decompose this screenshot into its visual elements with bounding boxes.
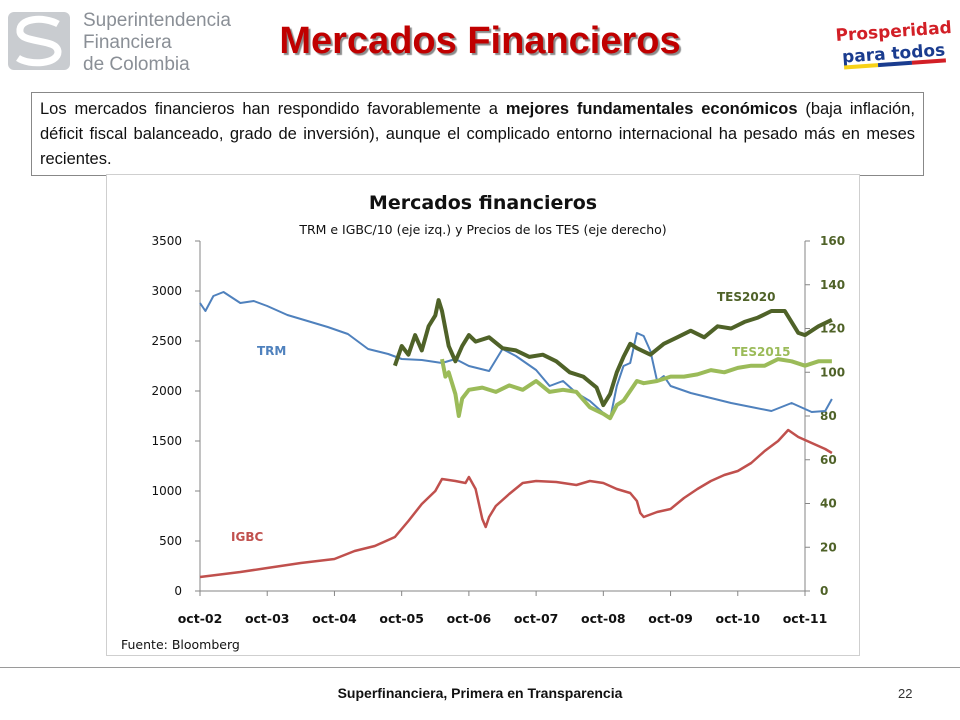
- series-line-trm: [199, 291, 833, 420]
- series-label-igbc: IGBC: [231, 530, 263, 544]
- x-tick-label: oct-11: [783, 611, 828, 626]
- x-tick-label: oct-06: [447, 611, 492, 626]
- series-label-trm: TRM: [257, 344, 286, 358]
- chart-title: Mercados financieros: [369, 192, 597, 214]
- left-tick-label: 2000: [151, 384, 182, 398]
- footer-divider: [0, 667, 960, 668]
- left-tick-label: 1500: [151, 434, 182, 448]
- intro-text-part2: (baja inflación, déficit fiscal balancea…: [40, 100, 915, 168]
- intro-text-part1: Los mercados financieros han respondido …: [40, 100, 506, 118]
- right-tick-label: 140: [820, 278, 845, 292]
- right-tick-label: 60: [820, 453, 837, 467]
- slide-title: Mercados Financieros: [279, 20, 681, 62]
- left-tick-label: 3500: [151, 234, 182, 248]
- x-tick-label: oct-07: [514, 611, 559, 626]
- intro-text-bold: mejores fundamentales económicos: [505, 100, 798, 118]
- left-tick-label: 3000: [151, 284, 182, 298]
- org-line-2: Financiera: [83, 32, 172, 53]
- chart-axes: 0 500 1000 1500 2000 2500 3000 3500 0 20 40 60 80 100…: [151, 234, 845, 626]
- superintendencia-emblem-icon: [8, 12, 70, 70]
- series-line-tes2020: [393, 298, 833, 408]
- chart-series-labels: TRM IGBC TES2020 TES2015: [231, 290, 790, 544]
- series-label-tes2015: TES2015: [732, 345, 790, 359]
- page-number: 22: [898, 686, 913, 701]
- series-line-tes2015: [440, 357, 832, 421]
- right-tick-label: 40: [820, 497, 837, 511]
- superintendencia-logo: Superintendencia Financiera de Colombia: [8, 8, 231, 75]
- right-tick-label: 100: [820, 365, 845, 379]
- right-tick-label: 120: [820, 322, 845, 336]
- right-tick-label: 0: [820, 584, 828, 598]
- footer-text: Superfinanciera, Primera en Transparenci…: [337, 685, 623, 701]
- series-label-tes2020: TES2020: [717, 290, 775, 304]
- org-line-3: de Colombia: [83, 54, 190, 75]
- right-tick-label: 80: [820, 409, 837, 423]
- x-tick-label: oct-02: [178, 611, 223, 626]
- x-tick-label: oct-08: [581, 611, 626, 626]
- markets-chart: Mercados financieros TRM e IGBC/10 (eje …: [106, 174, 860, 656]
- x-tick-label: oct-09: [648, 611, 693, 626]
- intro-textbox: Los mercados financieros han respondido …: [31, 92, 924, 176]
- x-tick-label: oct-05: [379, 611, 424, 626]
- right-tick-label: 160: [820, 234, 845, 248]
- left-tick-label: 0: [174, 584, 182, 598]
- chart-subtitle: TRM e IGBC/10 (eje izq.) y Precios de lo…: [298, 222, 666, 237]
- chart-source: Fuente: Bloomberg: [121, 637, 240, 652]
- org-line-1: Superintendencia: [83, 10, 231, 31]
- x-tick-label: oct-04: [312, 611, 357, 626]
- left-tick-label: 2500: [151, 334, 182, 348]
- chart-svg: Mercados financieros TRM e IGBC/10 (eje …: [121, 192, 845, 652]
- chart-series: [199, 291, 833, 579]
- x-tick-label: oct-03: [245, 611, 290, 626]
- prosperidad-logo: Prosperidad para todos: [836, 18, 952, 70]
- x-tick-label: oct-10: [715, 611, 760, 626]
- left-tick-label: 500: [159, 534, 182, 548]
- right-tick-label: 20: [820, 540, 837, 554]
- series-line-igbc: [199, 428, 833, 579]
- left-tick-label: 1000: [151, 484, 182, 498]
